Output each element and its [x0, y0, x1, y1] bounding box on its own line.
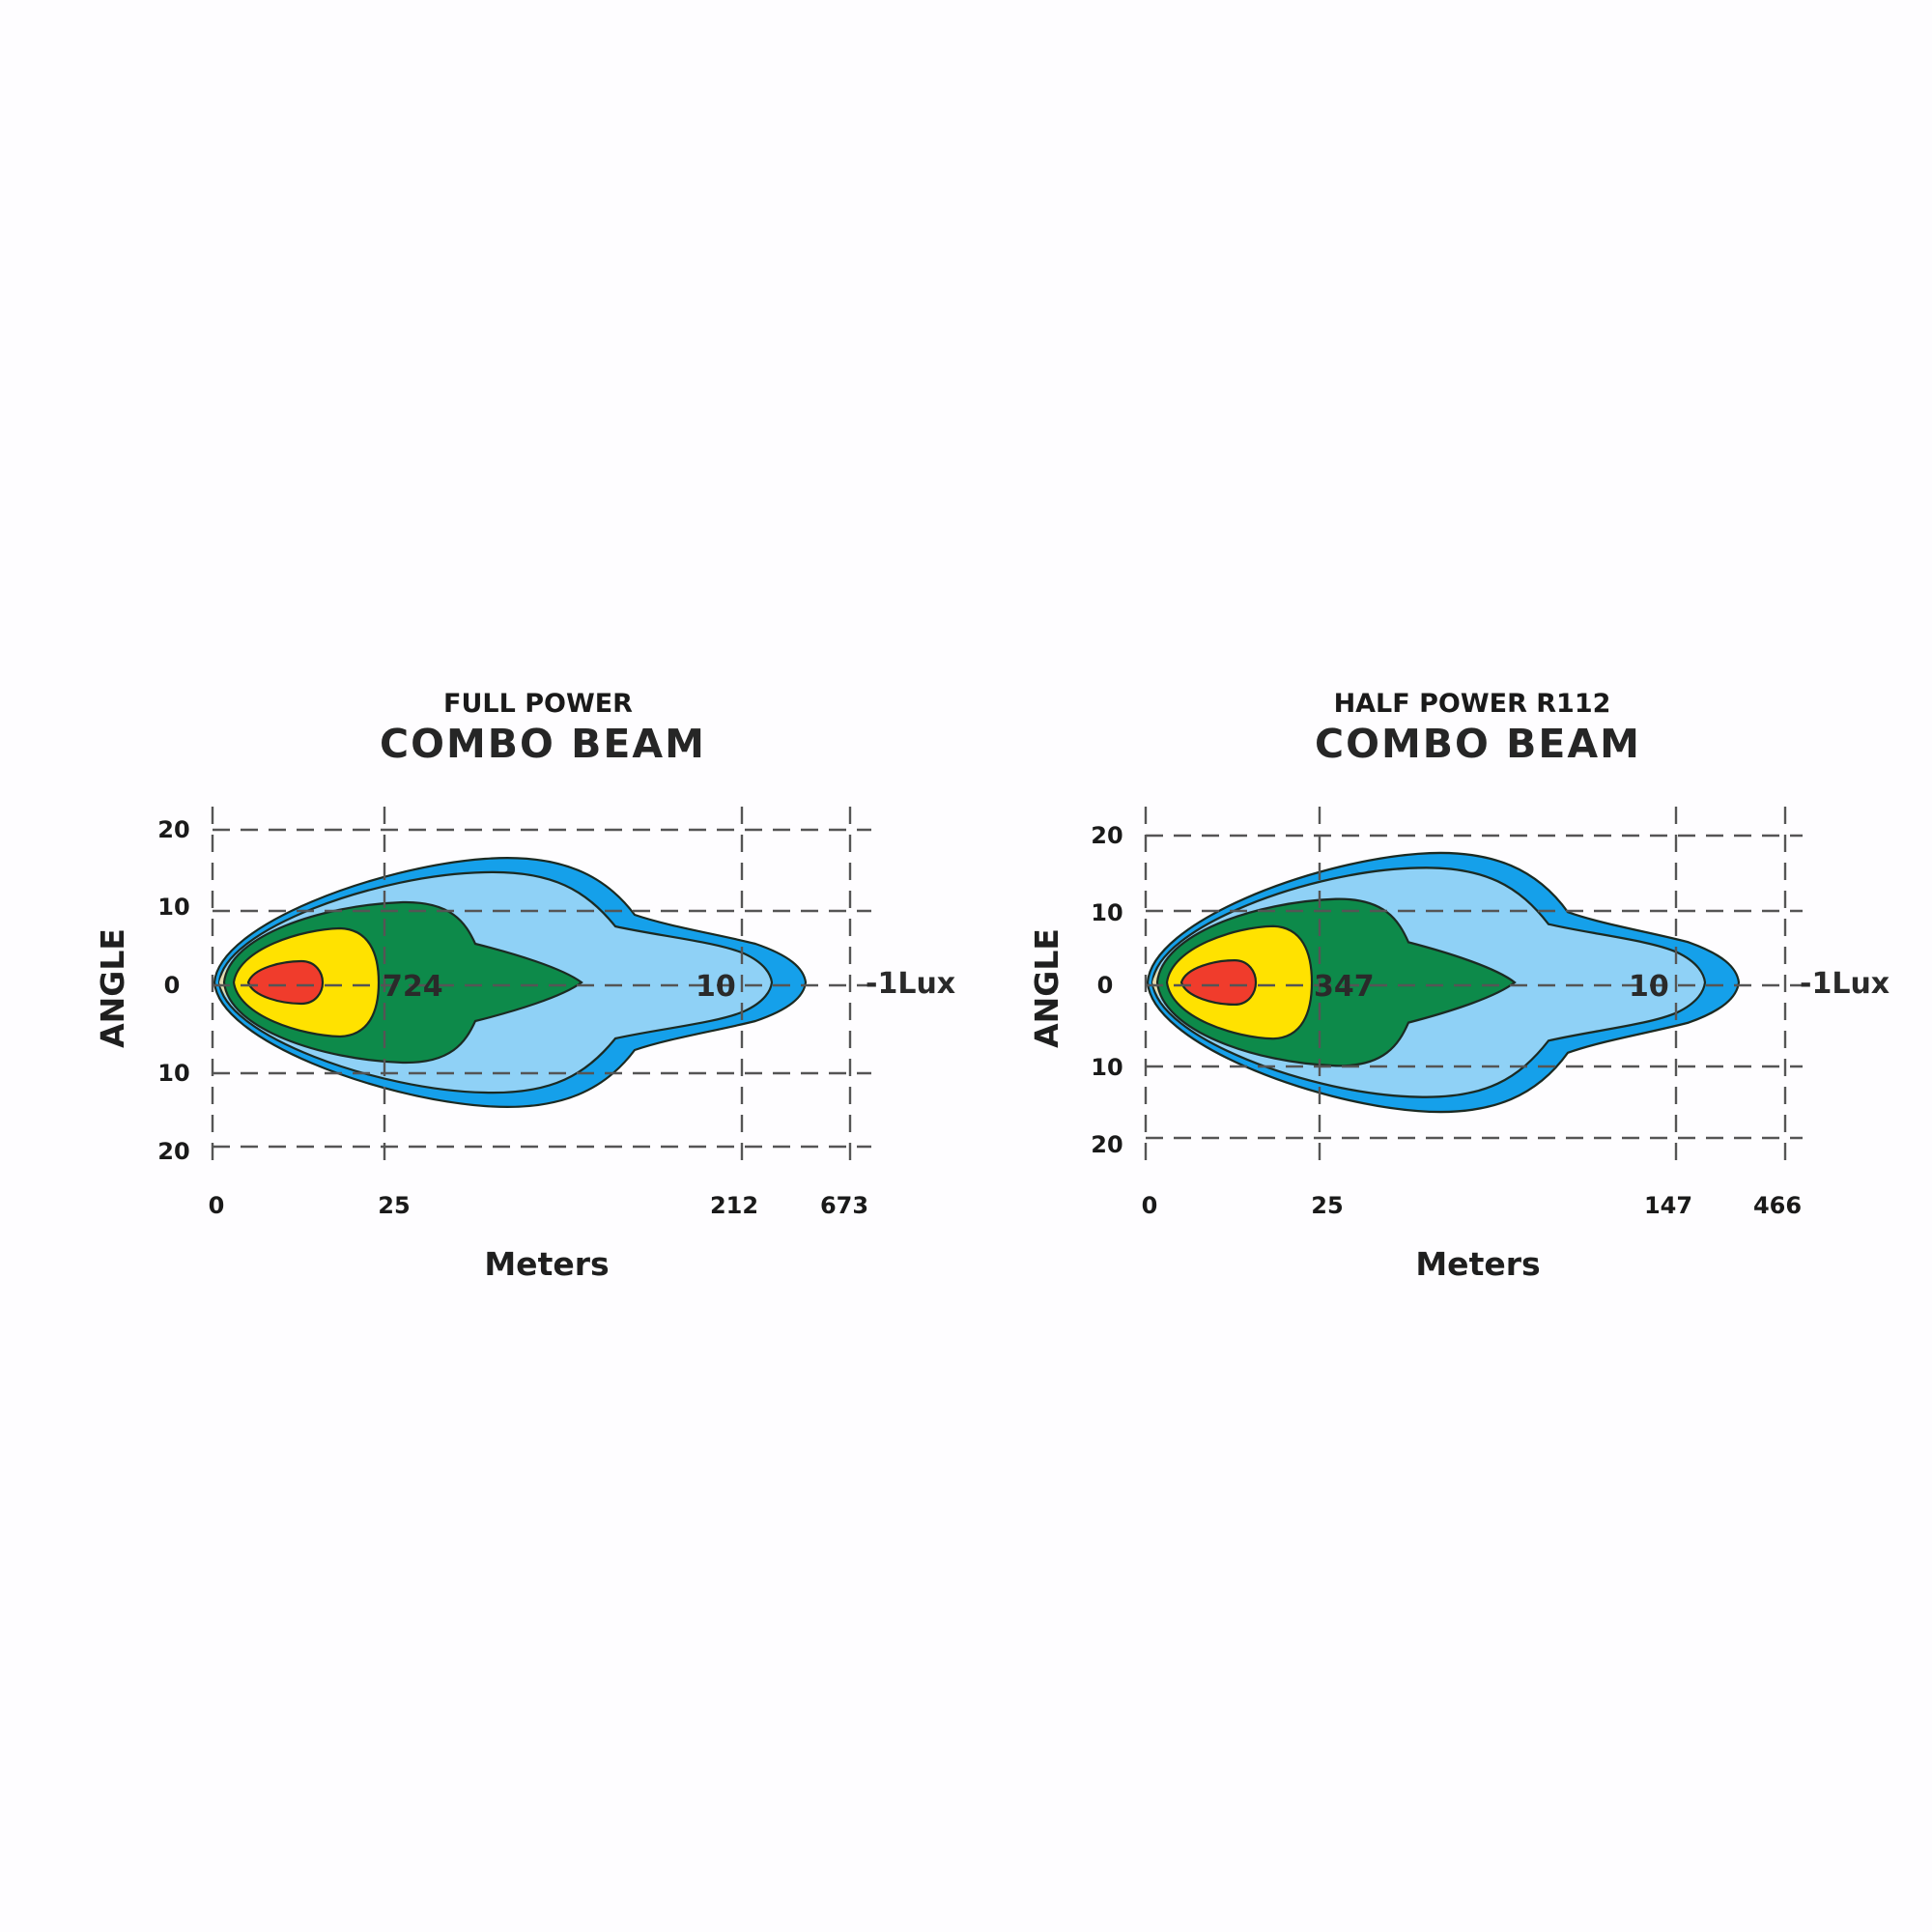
- peak-lux-label: 347: [1314, 970, 1375, 1004]
- diagram-full-power: FULL POWER COMBO BEAM 20 10 0 10: [94, 689, 955, 1283]
- diagram-title: COMBO BEAM: [1315, 721, 1641, 767]
- outer-lux-label: -1Lux: [866, 967, 955, 1001]
- y-tick-label: 20: [1091, 822, 1122, 849]
- diagram-subtitle: HALF POWER R112: [1334, 689, 1611, 719]
- y-tick-label: 10: [157, 1060, 189, 1087]
- x-tick-label: 147: [1644, 1192, 1692, 1219]
- diagram-half-power: HALF POWER R112 COMBO BEAM 20 10 0 1: [1028, 689, 1889, 1283]
- y-tick-label: 10: [157, 894, 189, 921]
- x-tick-label: 25: [1311, 1192, 1343, 1219]
- grid: [211, 807, 871, 1166]
- y-tick-label: 20: [157, 1138, 189, 1165]
- x-axis-label: Meters: [484, 1245, 609, 1283]
- mid-lux-label: 10: [696, 970, 736, 1004]
- peak-lux-label: 724: [383, 970, 443, 1004]
- y-tick-label: 10: [1091, 1054, 1122, 1081]
- x-tick-label: 673: [820, 1192, 868, 1219]
- y-tick-label: 10: [1091, 899, 1122, 926]
- outer-lux-label: -1Lux: [1800, 967, 1889, 1001]
- y-tick-label: 20: [1091, 1131, 1122, 1158]
- grid: [1144, 807, 1803, 1166]
- diagram-title: COMBO BEAM: [380, 721, 706, 767]
- y-axis-label: ANGLE: [94, 928, 131, 1048]
- mid-lux-label: 10: [1629, 970, 1669, 1004]
- x-tick-label: 0: [209, 1192, 225, 1219]
- diagram-subtitle: FULL POWER: [443, 689, 633, 719]
- x-tick-label: 466: [1753, 1192, 1802, 1219]
- x-axis-label: Meters: [1415, 1245, 1540, 1283]
- y-axis-label: ANGLE: [1028, 928, 1065, 1048]
- x-tick-label: 0: [1142, 1192, 1158, 1219]
- y-tick-label: 20: [157, 816, 189, 843]
- y-tick-label: 0: [164, 972, 181, 999]
- x-tick-label: 25: [378, 1192, 410, 1219]
- x-tick-label: 212: [710, 1192, 758, 1219]
- y-tick-label: 0: [1097, 972, 1114, 999]
